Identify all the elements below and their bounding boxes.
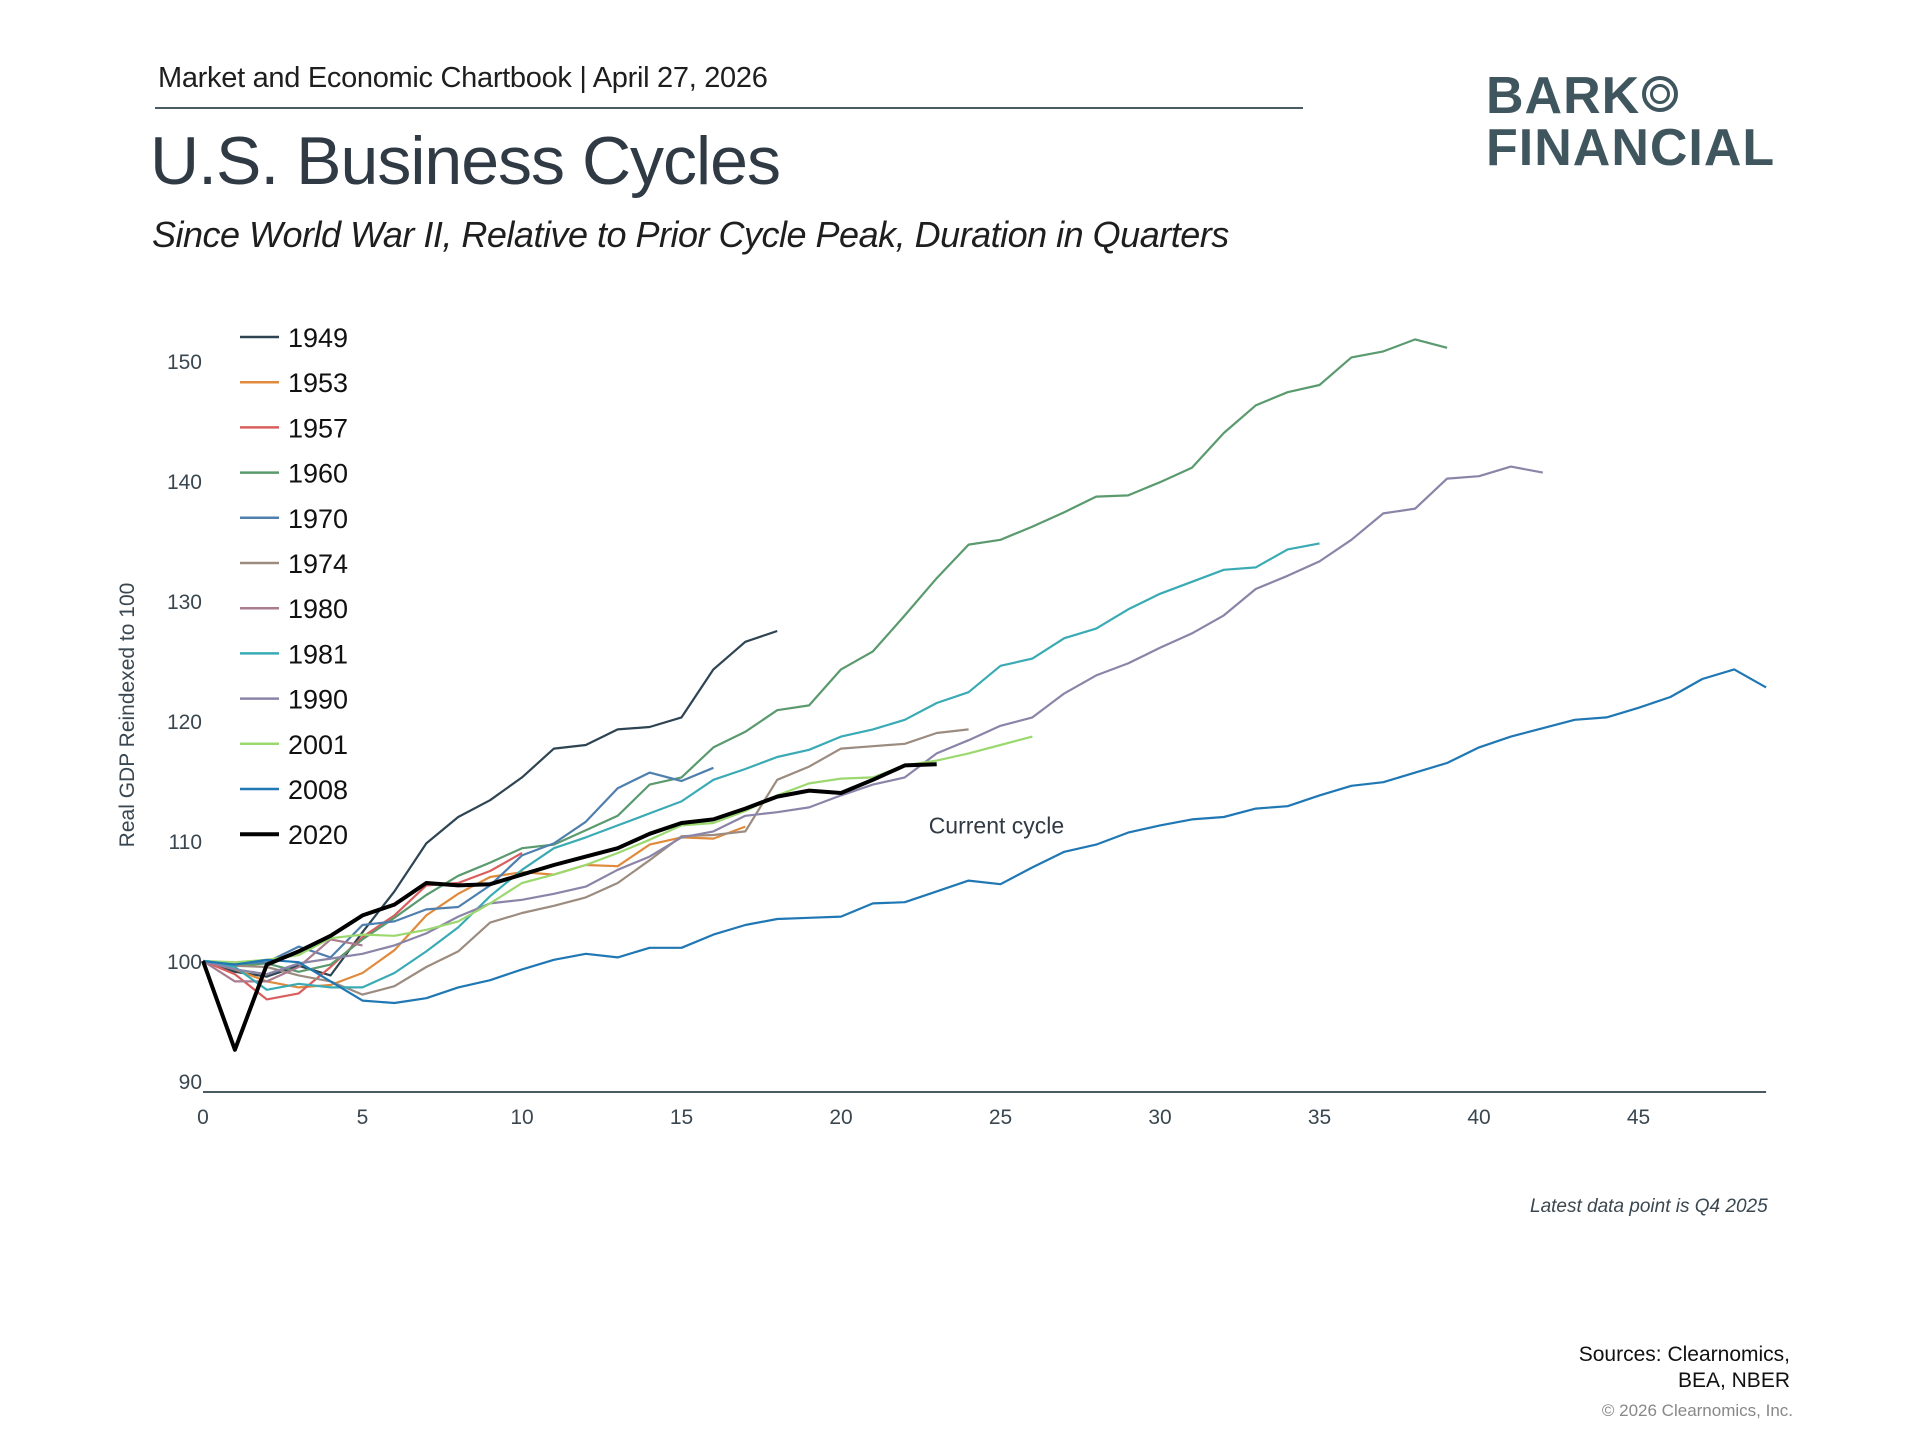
- legend-item-1957: 1957: [240, 413, 348, 443]
- x-tick-label: 35: [1308, 1106, 1331, 1129]
- current-cycle-annotation: Current cycle: [929, 812, 1064, 838]
- latest-data-note: Latest data point is Q4 2025: [1530, 1196, 1768, 1217]
- x-tick-label: 30: [1148, 1106, 1171, 1129]
- logo-line-2: FINANCIAL: [1486, 119, 1776, 177]
- legend-item-1949: 1949: [240, 323, 348, 353]
- legend-label: 1970: [288, 504, 348, 534]
- legend-label: 1953: [288, 368, 348, 398]
- series-line-1981: [202, 542, 1320, 991]
- legend-item-1960: 1960: [240, 459, 348, 489]
- legend-label: 1990: [288, 685, 348, 715]
- sources-line-2: BEA, NBER: [1677, 1369, 1790, 1392]
- legend-item-1970: 1970: [240, 504, 348, 534]
- x-tick-label: 25: [989, 1106, 1012, 1129]
- legend-label: 2020: [288, 820, 348, 850]
- legend-item-2008: 2008: [240, 775, 348, 805]
- legend-label: 2008: [288, 775, 348, 805]
- series-line-1990: [202, 465, 1544, 976]
- legend-item-1981: 1981: [240, 639, 348, 669]
- x-axis-ticks: 0 5 10 15 20 25 30 35 40 45: [197, 1106, 1650, 1129]
- x-tick-label: 15: [670, 1106, 693, 1129]
- logo-line-1: BARK: [1486, 70, 1775, 122]
- ring-icon: [1642, 76, 1679, 112]
- sources-line-1: Sources: Clearnomics,: [1578, 1343, 1790, 1366]
- y-axis-ticks: 90 100 110 120 130 140 150: [167, 351, 202, 1094]
- sources: Sources: Clearnomics, BEA, NBER: [1579, 1342, 1790, 1394]
- y-tick-label: 90: [179, 1071, 202, 1094]
- copyright: © 2026 Clearnomics, Inc.: [1601, 1401, 1793, 1420]
- x-tick-label: 0: [197, 1106, 209, 1129]
- legend: 1949 1953 1957 1960 1970 1974 1980 1981 1990 2001…: [240, 323, 348, 850]
- legend-item-1990: 1990: [240, 685, 348, 715]
- series-line-2008: [202, 668, 1767, 1005]
- y-tick-label: 120: [167, 711, 202, 734]
- y-tick-label: 110: [169, 831, 202, 854]
- y-tick-label: 130: [167, 591, 202, 614]
- barko-financial-logo: BARK FINANCIAL: [1486, 70, 1775, 174]
- x-tick-label: 5: [357, 1106, 369, 1129]
- legend-label: 1980: [288, 594, 348, 624]
- chartbook-header: Market and Economic Chartbook | April 27…: [158, 62, 768, 94]
- x-tick-label: 20: [829, 1106, 852, 1129]
- header-divider: [155, 107, 1303, 109]
- series-line-1980: [202, 938, 363, 983]
- series-line-1960: [202, 338, 1448, 973]
- series-line-1970: [202, 766, 714, 965]
- legend-label: 1981: [288, 639, 348, 669]
- legend-item-2020: 2020: [240, 820, 348, 850]
- legend-label: 1960: [288, 459, 348, 489]
- legend-item-1980: 1980: [240, 594, 348, 624]
- series-lines: [201, 338, 1767, 1052]
- y-axis-label: Real GDP Reindexed to 100: [116, 583, 139, 848]
- page-title: U.S. Business Cycles: [150, 123, 781, 199]
- series-line-2020: [201, 762, 937, 1052]
- x-tick-label: 45: [1627, 1106, 1650, 1129]
- y-tick-label: 140: [167, 471, 202, 494]
- y-tick-label: 100: [167, 951, 202, 974]
- page-subtitle: Since World War II, Relative to Prior Cy…: [152, 214, 1229, 255]
- legend-item-2001: 2001: [240, 730, 348, 760]
- legend-item-1974: 1974: [240, 549, 348, 579]
- x-tick-label: 40: [1467, 1106, 1490, 1129]
- legend-label: 2001: [288, 730, 348, 760]
- y-tick-label: 150: [167, 351, 202, 374]
- legend-label: 1957: [288, 413, 348, 443]
- legend-label: 1974: [288, 549, 348, 579]
- legend-label: 1949: [288, 323, 348, 353]
- x-tick-label: 10: [510, 1106, 533, 1129]
- legend-item-1953: 1953: [240, 368, 348, 398]
